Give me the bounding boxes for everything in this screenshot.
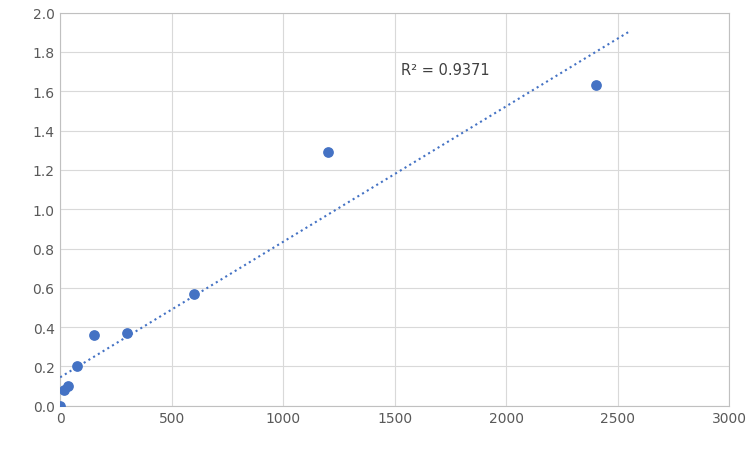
Text: R² = 0.9371: R² = 0.9371 (402, 62, 490, 77)
Point (121, 330, 133, 337)
Point (54, 402, 66, 410)
Point (62, 382, 74, 390)
Point (590, 83, 602, 90)
Point (58, 387, 70, 394)
Point (71, 363, 83, 370)
Point (188, 290, 200, 298)
Point (87, 331, 99, 339)
Point (322, 149, 334, 156)
